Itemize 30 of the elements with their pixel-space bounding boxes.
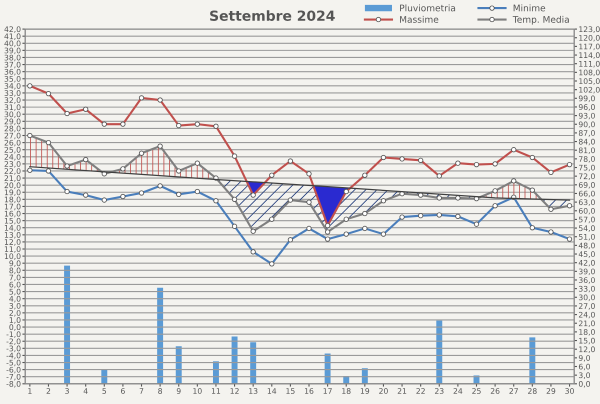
legend-label: Massime — [400, 16, 438, 23]
point — [566, 203, 572, 208]
point — [250, 228, 256, 234]
point — [344, 216, 349, 222]
point — [64, 163, 70, 169]
point — [194, 160, 200, 166]
point — [511, 178, 516, 184]
point — [138, 150, 144, 156]
point — [157, 144, 163, 149]
point — [530, 187, 535, 193]
legend-label: Pluviometria — [400, 4, 456, 12]
point — [83, 156, 88, 162]
point — [306, 200, 312, 205]
point — [232, 196, 238, 202]
point — [120, 166, 126, 172]
point — [436, 195, 442, 201]
legend-label: Temp. Media — [512, 16, 569, 25]
chart-title: Settembre 2024 — [210, 10, 335, 21]
point — [324, 229, 330, 235]
point — [362, 210, 368, 216]
point — [455, 195, 461, 201]
point — [380, 198, 386, 204]
point — [27, 132, 32, 138]
point — [269, 216, 274, 222]
legend-label: Minime — [514, 4, 546, 12]
point — [288, 197, 294, 203]
point — [548, 206, 554, 212]
point — [176, 168, 182, 174]
point — [492, 188, 498, 194]
point — [46, 140, 52, 146]
